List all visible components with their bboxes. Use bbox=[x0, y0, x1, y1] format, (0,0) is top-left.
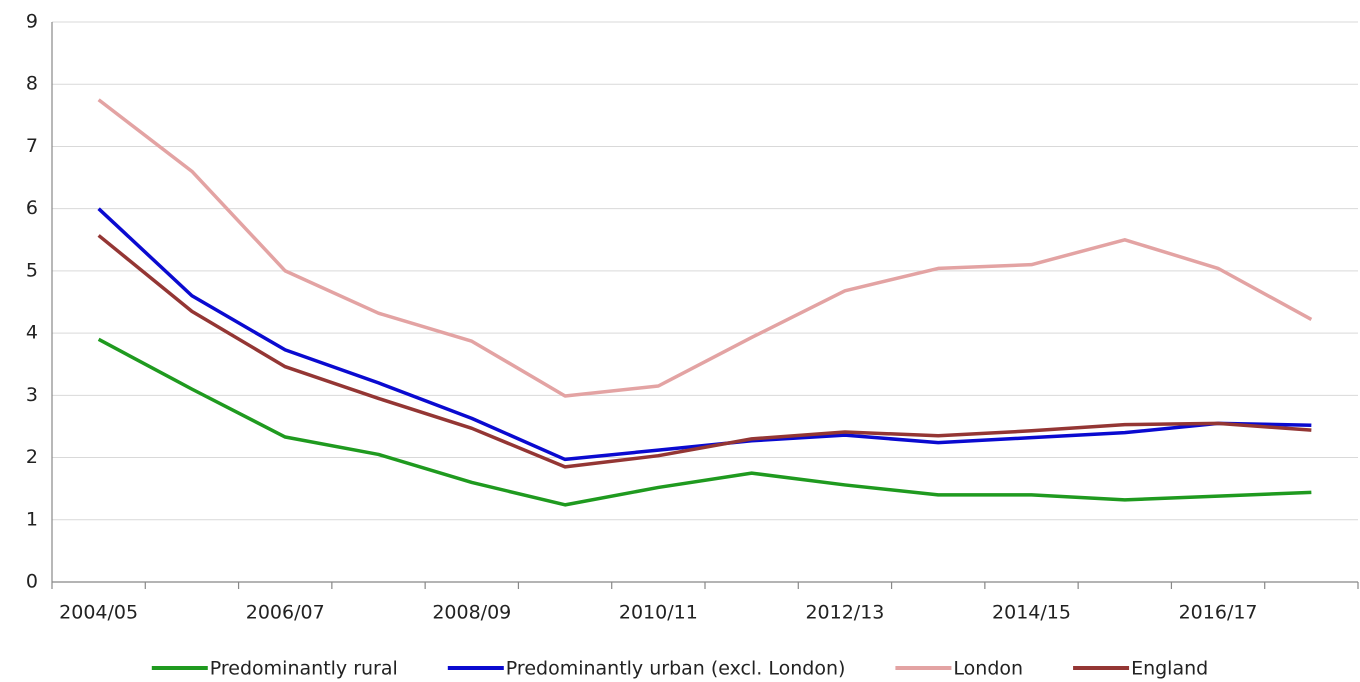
series-line bbox=[97, 207, 1312, 462]
x-tick-label: 2004/05 bbox=[59, 602, 138, 624]
y-tick-label: 6 bbox=[26, 197, 38, 219]
series-line bbox=[97, 337, 1312, 507]
y-tick-label: 4 bbox=[26, 322, 38, 344]
x-tick-label: 2010/11 bbox=[619, 602, 698, 624]
y-tick-label: 8 bbox=[26, 73, 38, 95]
legend-label: Predominantly urban (excl. London) bbox=[506, 658, 846, 680]
y-tick-label: 0 bbox=[26, 571, 38, 593]
legend-label: Predominantly rural bbox=[210, 658, 398, 680]
y-tick-label: 2 bbox=[26, 446, 38, 468]
legend-label: London bbox=[953, 658, 1023, 680]
x-tick-label: 2012/13 bbox=[805, 602, 884, 624]
y-tick-label: 9 bbox=[26, 11, 38, 33]
series-line bbox=[97, 234, 1312, 469]
legend-label: England bbox=[1131, 658, 1208, 680]
y-tick-label: 1 bbox=[26, 508, 38, 530]
x-tick-label: 2014/15 bbox=[992, 602, 1071, 624]
x-tick-label: 2006/07 bbox=[246, 602, 325, 624]
y-tick-label: 7 bbox=[26, 135, 38, 157]
y-tick-label: 5 bbox=[26, 259, 38, 281]
y-tick-label: 3 bbox=[26, 384, 38, 406]
x-tick-label: 2008/09 bbox=[432, 602, 511, 624]
series-line bbox=[97, 98, 1313, 398]
x-tick-label: 2016/17 bbox=[1179, 602, 1258, 624]
